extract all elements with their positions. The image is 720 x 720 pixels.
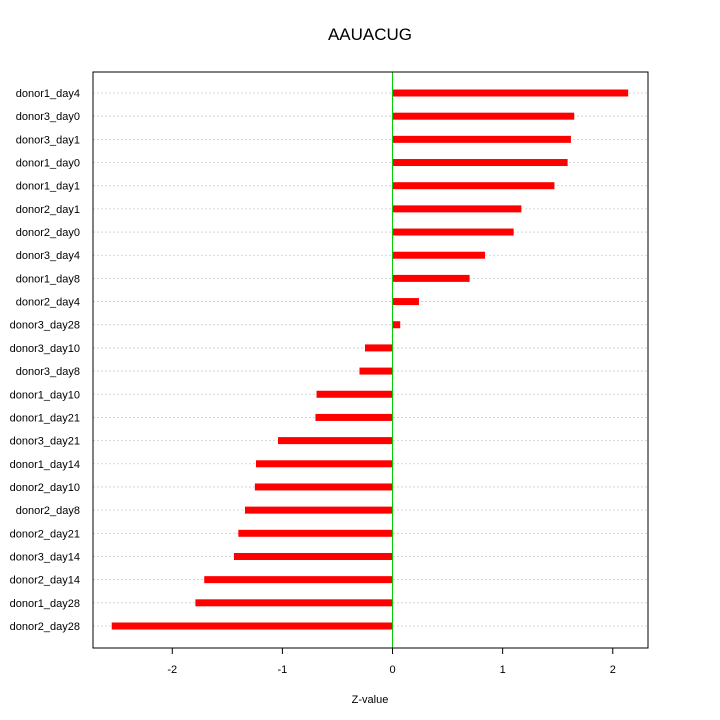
bar-donor3_day14 bbox=[233, 552, 393, 560]
bars bbox=[111, 89, 629, 630]
category-label: donor1_day10 bbox=[10, 389, 80, 401]
category-label: donor2_day4 bbox=[16, 297, 80, 309]
bar-donor1_day10 bbox=[316, 390, 393, 398]
x-axis: -2 -1 0 1 2 bbox=[167, 648, 616, 676]
chart-title: AAUACUG bbox=[328, 25, 412, 44]
bar-donor2_day4 bbox=[392, 298, 419, 306]
x-axis-label: Z-value bbox=[352, 694, 389, 706]
plot-frame bbox=[92, 71, 649, 649]
category-labels: donor1_day4 donor3_day0 donor3_day1 donor1_… bbox=[10, 88, 80, 633]
bar-donor2_day14 bbox=[204, 576, 393, 584]
bar-donor2_day28 bbox=[111, 622, 393, 630]
bar-donor2_day21 bbox=[238, 529, 393, 537]
bar-donor2_day1 bbox=[392, 205, 522, 213]
bar-donor1_day28 bbox=[195, 599, 393, 607]
category-label: donor2_day14 bbox=[10, 575, 80, 587]
category-label: donor2_day28 bbox=[10, 621, 80, 633]
category-label: donor3_day14 bbox=[10, 551, 80, 563]
bar-donor3_day28 bbox=[392, 321, 401, 329]
bar-donor1_day4 bbox=[392, 89, 629, 97]
category-label: donor1_day21 bbox=[10, 412, 80, 424]
category-label: donor3_day1 bbox=[16, 134, 80, 146]
bar-donor1_day8 bbox=[392, 274, 470, 282]
category-label: donor1_day4 bbox=[16, 88, 80, 100]
bar-donor3_day0 bbox=[392, 112, 575, 120]
category-label: donor1_day8 bbox=[16, 273, 80, 285]
category-label: donor1_day1 bbox=[16, 181, 80, 193]
bar-donor1_day1 bbox=[392, 182, 555, 190]
category-label: donor3_day28 bbox=[10, 320, 80, 332]
category-label: donor2_day0 bbox=[16, 227, 80, 239]
bar-donor1_day14 bbox=[255, 460, 393, 468]
bar-donor1_day0 bbox=[392, 159, 568, 167]
category-label: donor2_day10 bbox=[10, 482, 80, 494]
bar-donor1_day21 bbox=[315, 413, 393, 421]
bar-donor3_day4 bbox=[392, 251, 486, 259]
bar-donor2_day0 bbox=[392, 228, 514, 236]
x-tick-label: -2 bbox=[167, 664, 177, 676]
category-label: donor3_day0 bbox=[16, 111, 80, 123]
category-label: donor3_day4 bbox=[16, 250, 80, 262]
category-label: donor2_day1 bbox=[16, 204, 80, 216]
bar-donor3_day10 bbox=[364, 344, 393, 352]
bar-donor3_day8 bbox=[359, 367, 393, 375]
category-label: donor2_day8 bbox=[16, 505, 80, 517]
x-tick-label: 1 bbox=[500, 664, 506, 676]
category-label: donor1_day28 bbox=[10, 598, 80, 610]
bar-donor2_day10 bbox=[254, 483, 393, 491]
bar-donor3_day1 bbox=[392, 135, 571, 143]
x-tick-label: 0 bbox=[389, 664, 395, 676]
category-label: donor3_day8 bbox=[16, 366, 80, 378]
category-label: donor1_day0 bbox=[16, 158, 80, 170]
x-tick-label: -1 bbox=[278, 664, 288, 676]
grid-lines bbox=[93, 92, 648, 627]
category-label: donor3_day21 bbox=[10, 436, 80, 448]
bar-donor3_day21 bbox=[278, 437, 393, 445]
category-label: donor2_day21 bbox=[10, 528, 80, 540]
category-label: donor1_day14 bbox=[10, 459, 80, 471]
category-label: donor3_day10 bbox=[10, 343, 80, 355]
bar-donor2_day8 bbox=[244, 506, 393, 514]
x-tick-label: 2 bbox=[610, 664, 616, 676]
